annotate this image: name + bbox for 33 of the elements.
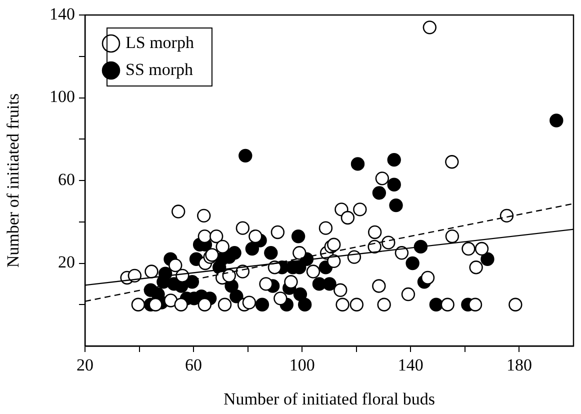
point — [255, 298, 270, 312]
point — [550, 114, 564, 128]
legend-label: LS morph — [126, 32, 194, 52]
point — [406, 256, 420, 270]
point — [372, 186, 386, 200]
point — [387, 152, 401, 167]
point — [414, 240, 428, 254]
x-tick-label: 180 — [506, 356, 532, 375]
point — [322, 277, 336, 291]
point — [429, 298, 444, 312]
legend-label: SS morph — [126, 60, 194, 79]
point — [245, 242, 260, 256]
y-tick-label: 60 — [58, 170, 75, 189]
y-tick-label: 140 — [50, 4, 75, 24]
x-tick-label: 60 — [185, 356, 202, 375]
point — [298, 298, 312, 312]
point — [350, 157, 365, 171]
x-axis-title: Number of initiated floral buds — [223, 389, 436, 408]
point — [238, 148, 252, 163]
point — [480, 252, 494, 266]
point — [228, 246, 242, 260]
x-tick-label: 20 — [76, 356, 94, 375]
point — [389, 198, 403, 212]
y-axis-title: Number of initiated fruits — [4, 93, 23, 268]
x-tick-label: 100 — [289, 356, 315, 375]
y-tick-label: 20 — [58, 252, 75, 272]
point — [387, 178, 401, 192]
point — [291, 230, 306, 244]
x-tick-label: 140 — [398, 356, 424, 375]
point — [230, 290, 244, 304]
point — [293, 287, 308, 302]
point — [264, 246, 278, 260]
y-tick-label: 100 — [50, 87, 75, 106]
